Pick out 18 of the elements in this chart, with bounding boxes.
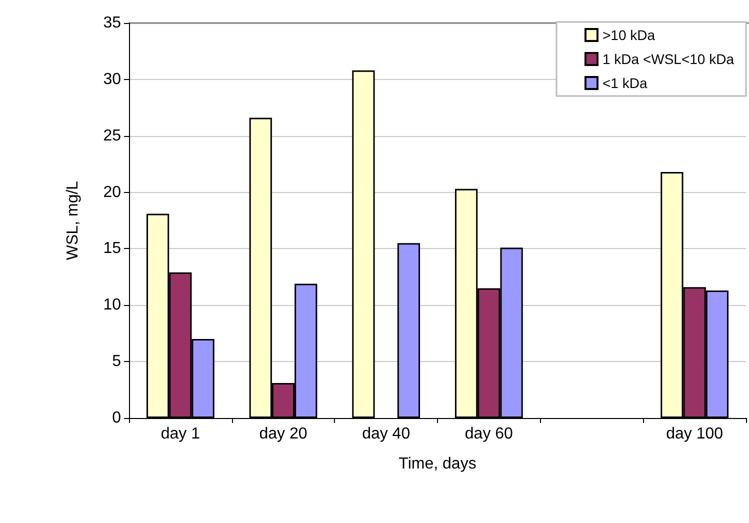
- y-tick-label: 15: [103, 240, 122, 258]
- y-tick-label: 35: [103, 14, 122, 32]
- y-tick-label: 25: [103, 127, 122, 144]
- y-axis-title: WSL, mg/L: [64, 180, 82, 260]
- x-tick-label: day 20: [259, 426, 308, 442]
- y-tick-label: 30: [103, 70, 122, 88]
- x-tick-label: day 40: [362, 426, 410, 442]
- x-tick-label: day 1: [160, 426, 200, 442]
- x-axis-title: Time, days: [398, 456, 476, 472]
- x-tick-label: day 100: [666, 426, 724, 442]
- legend-label: >10 kDa: [602, 27, 656, 43]
- x-tick-label: day 60: [464, 426, 514, 442]
- y-tick-label: 10: [103, 296, 122, 314]
- y-tick-label: 0: [112, 410, 122, 426]
- y-tick-label: 5: [112, 353, 122, 370]
- y-tick-label: 20: [103, 184, 122, 201]
- legend-label: <1 kDa: [602, 75, 648, 91]
- legend-label: 1 kDa <WSL<10 kDa: [602, 51, 734, 67]
